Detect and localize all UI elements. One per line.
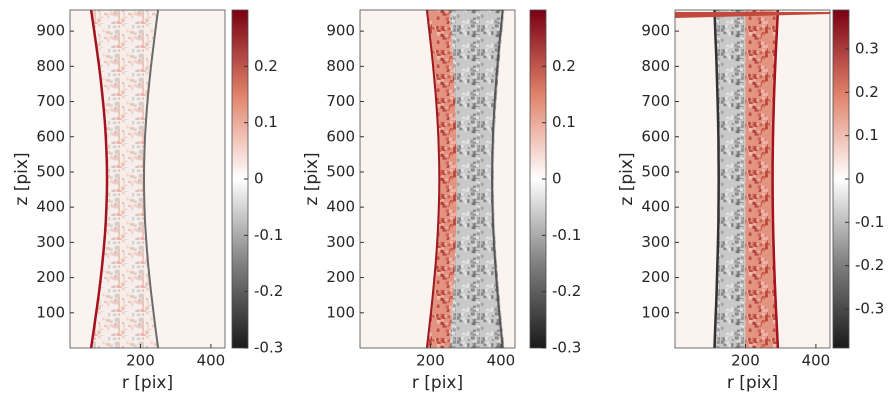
field-region — [745, 10, 779, 348]
colorbar-tick-label: -0.2 — [855, 256, 884, 274]
y-tick-label: 400 — [641, 198, 670, 216]
colorbar-tick-label: 0 — [254, 170, 264, 188]
colorbar-tick-label: -0.2 — [552, 282, 581, 300]
field-edge — [491, 9, 504, 349]
y-tick-label: 800 — [326, 57, 355, 75]
colorbar-tick-label: 0.3 — [855, 40, 879, 58]
y-tick-label: 100 — [326, 303, 355, 321]
y-tick-label: 200 — [326, 268, 355, 286]
colorbar-tick-label: 0 — [552, 170, 562, 188]
y-tick-label: 200 — [36, 268, 65, 286]
y-tick-label: 400 — [36, 198, 65, 216]
colorbar-tick-label: -0.3 — [552, 339, 581, 357]
x-tick-label: 400 — [802, 352, 831, 370]
y-tick-label: 900 — [36, 22, 65, 40]
y-tick-label: 900 — [641, 22, 670, 40]
field-edge — [89, 9, 109, 349]
y-tick-label: 100 — [36, 303, 65, 321]
colorbar-tick-label: -0.3 — [855, 300, 884, 318]
x-tick-label: 200 — [416, 352, 445, 370]
colorbar-tick-label: 0.2 — [552, 57, 576, 75]
colorbar-tick-label: -0.1 — [855, 213, 884, 231]
colorbar-tick-label: -0.2 — [254, 282, 283, 300]
y-tick-label: 400 — [326, 198, 355, 216]
x-axis-label: r [pix] — [727, 373, 778, 393]
axes-box — [359, 9, 516, 349]
y-axis-label: z [pix] — [617, 152, 637, 205]
y-tick-label: 200 — [641, 268, 670, 286]
y-tick-label: 700 — [641, 92, 670, 110]
colorbar-tick-label: 0.1 — [855, 126, 879, 144]
y-axis-label: z [pix] — [12, 152, 32, 205]
y-tick-label: 500 — [36, 162, 65, 180]
y-tick-label: 100 — [641, 303, 670, 321]
colorbar-tick-label: 0.1 — [552, 113, 576, 131]
field-edge — [425, 9, 441, 349]
colorbar-tick-label: -0.1 — [552, 226, 581, 244]
x-tick-label: 200 — [126, 352, 155, 370]
x-tick-label: 400 — [197, 352, 226, 370]
y-tick-label: 300 — [36, 233, 65, 251]
y-tick-label: 600 — [326, 127, 355, 145]
colorbar-tick-label: 0.2 — [254, 57, 278, 75]
field-region — [449, 10, 505, 348]
field-edge — [771, 9, 780, 349]
axes-box — [674, 9, 831, 349]
y-tick-label: 800 — [36, 57, 65, 75]
x-axis-label: r [pix] — [412, 373, 463, 393]
y-tick-label: 300 — [641, 233, 670, 251]
x-axis-label: r [pix] — [122, 373, 173, 393]
y-tick-label: 700 — [326, 92, 355, 110]
colorbar-tick-label: -0.3 — [254, 339, 283, 357]
x-tick-label: 200 — [731, 352, 760, 370]
y-tick-label: 900 — [326, 22, 355, 40]
y-tick-label: 500 — [641, 162, 670, 180]
y-axis-label: z [pix] — [302, 152, 322, 205]
colorbar-tick-label: -0.1 — [254, 226, 283, 244]
field-region — [91, 10, 159, 348]
field-edge — [713, 9, 720, 349]
x-tick-label: 400 — [487, 352, 516, 370]
y-tick-label: 700 — [36, 92, 65, 110]
field-edge — [142, 9, 160, 349]
field-region — [426, 10, 457, 348]
y-tick-label: 300 — [326, 233, 355, 251]
field-region — [713, 10, 746, 348]
colorbar-tick-label: 0 — [855, 170, 865, 188]
y-tick-label: 600 — [36, 127, 65, 145]
axes-box — [69, 9, 226, 349]
field-top — [675, 12, 830, 18]
y-tick-label: 600 — [641, 127, 670, 145]
colorbar-tick-label: 0.2 — [855, 83, 879, 101]
y-tick-label: 500 — [326, 162, 355, 180]
colorbar-tick-label: 0.1 — [254, 113, 278, 131]
y-tick-label: 800 — [641, 57, 670, 75]
